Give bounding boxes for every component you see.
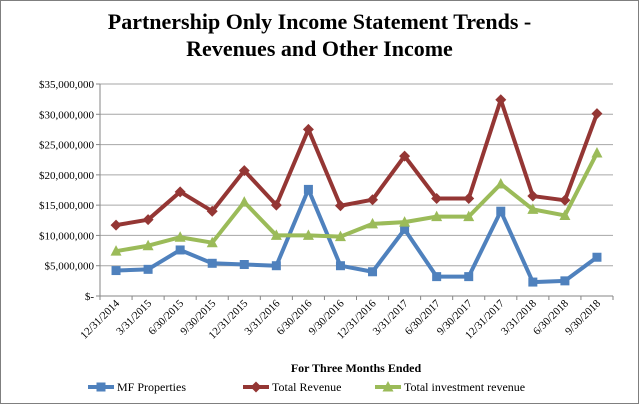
y-tick-label: $5,000,000 — [45, 261, 95, 273]
data-point-mf-properties — [528, 277, 538, 287]
legend-swatch-marker — [96, 382, 106, 392]
data-point-total-revenue — [238, 165, 250, 177]
chart-title-line-2: Revenues and Other Income — [186, 36, 453, 61]
series-line-mf-properties — [115, 187, 599, 285]
data-point-total-investment-revenue — [559, 209, 571, 220]
data-point-mf-properties — [592, 252, 602, 262]
data-point-total-investment-revenue — [302, 229, 314, 240]
y-tick-label: $25,000,000 — [39, 140, 95, 152]
data-point-mf-properties — [271, 261, 281, 271]
y-tick-label: $35,000,000 — [39, 79, 95, 91]
data-point-total-investment-revenue — [334, 230, 346, 242]
data-point-total-investment-revenue — [495, 177, 507, 189]
legend-swatch-marker — [250, 381, 262, 393]
legend-item-total-revenue: Total Revenue — [243, 380, 341, 394]
legend-item-total-investment-revenue: Total investment revenue — [375, 380, 525, 394]
data-point-total-investment-revenue — [206, 236, 218, 248]
data-point-mf-properties — [368, 267, 378, 277]
legend-label: Total investment revenue — [404, 380, 525, 394]
series-group — [110, 94, 603, 287]
data-point-total-revenue — [367, 194, 379, 206]
data-point-mf-properties — [560, 276, 570, 286]
series-total-investment-revenue — [110, 147, 603, 256]
series-line-total-revenue — [115, 97, 599, 228]
y-tick-label: $30,000,000 — [39, 109, 95, 121]
x-axis: 12/31/20143/31/20156/30/20159/30/201512/… — [78, 295, 614, 342]
data-point-total-investment-revenue — [527, 203, 539, 214]
data-point-total-revenue — [206, 205, 218, 217]
x-tick-label: 9/30/2018 — [563, 297, 603, 337]
data-point-mf-properties — [464, 272, 474, 282]
data-point-total-revenue — [399, 150, 411, 162]
data-point-mf-properties — [239, 260, 249, 270]
chart-title: Partnership Only Income Statement Trends… — [0, 8, 639, 62]
x-axis-title: For Three Months Ended — [291, 361, 422, 375]
data-point-mf-properties — [432, 272, 442, 282]
y-tick-label: $- — [85, 291, 95, 303]
data-point-total-investment-revenue — [142, 239, 154, 251]
data-point-total-revenue — [591, 108, 603, 120]
data-point-total-revenue — [174, 186, 186, 198]
data-point-total-revenue — [495, 94, 507, 106]
legend-label: MF Properties — [117, 380, 186, 394]
data-point-total-investment-revenue — [270, 229, 282, 240]
data-point-mf-properties — [335, 261, 345, 271]
data-point-mf-properties — [496, 206, 506, 216]
data-point-total-revenue — [302, 123, 314, 135]
y-tick-label: $20,000,000 — [39, 170, 95, 182]
chart-title-line-1: Partnership Only Income Statement Trends… — [107, 9, 532, 34]
data-point-total-investment-revenue — [174, 231, 186, 242]
legend-item-mf-properties: MF Properties — [88, 380, 186, 394]
legend-swatch-marker — [382, 381, 394, 392]
data-point-total-revenue — [463, 192, 475, 204]
data-point-total-investment-revenue — [431, 210, 443, 222]
data-point-total-revenue — [527, 190, 539, 202]
data-point-total-investment-revenue — [238, 196, 250, 207]
data-point-total-investment-revenue — [463, 210, 475, 222]
data-point-total-investment-revenue — [367, 217, 379, 229]
data-point-total-investment-revenue — [110, 245, 122, 256]
series-total-revenue — [110, 94, 603, 231]
data-point-total-revenue — [110, 219, 122, 231]
data-point-total-revenue — [559, 194, 571, 206]
plot-area — [100, 84, 613, 296]
legend-label: Total Revenue — [272, 380, 341, 394]
data-point-total-revenue — [142, 214, 154, 226]
data-point-total-investment-revenue — [399, 216, 411, 227]
legend: MF Properties Total Revenue Total investme… — [88, 380, 525, 394]
x-tick-label: 12/31/2014 — [78, 297, 122, 341]
data-point-mf-properties — [111, 266, 121, 276]
data-point-total-revenue — [431, 192, 443, 204]
series-line-total-investment-revenue — [115, 152, 599, 254]
series-mf-properties — [111, 184, 602, 287]
data-point-total-revenue — [334, 200, 346, 212]
y-axis: $- $5,000,000 $10,000,000 $15,000,000 $20,00… — [39, 79, 101, 303]
plot-background — [100, 84, 613, 296]
data-point-mf-properties — [207, 258, 217, 268]
data-point-total-investment-revenue — [591, 147, 603, 158]
data-point-total-revenue — [270, 199, 282, 211]
data-point-mf-properties — [400, 224, 410, 234]
data-point-mf-properties — [175, 245, 185, 255]
data-point-mf-properties — [303, 184, 313, 194]
data-point-mf-properties — [143, 264, 153, 274]
y-tick-label: $15,000,000 — [39, 200, 95, 212]
y-tick-label: $10,000,000 — [39, 230, 95, 242]
